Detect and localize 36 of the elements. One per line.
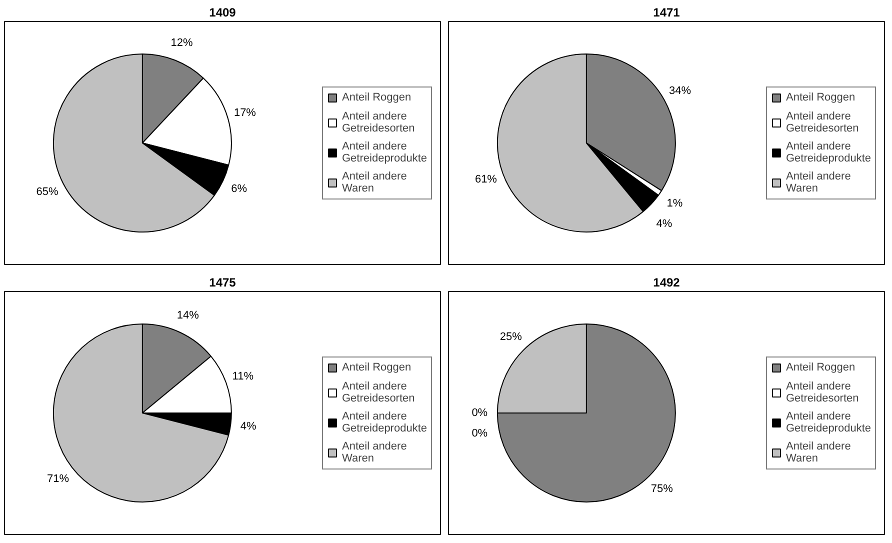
legend-label: Anteil Roggen [786,91,856,104]
legend-label: Anteil Roggen [342,91,412,104]
legend-label: Anteil andere Waren [786,440,851,464]
legend-label: Anteil andere Waren [786,170,851,194]
legend-label: Anteil andere Getreidesorten [342,110,415,134]
legend-label: Anteil andere Getreideprodukte [786,140,871,164]
legend-label: Anteil andere Getreideprodukte [342,140,427,164]
data-label: 65% [36,186,59,198]
chart-title: 1471 [653,6,680,20]
legend-label: Anteil andere Getreideprodukte [342,410,427,434]
legend-label: Anteil andere Getreidesorten [342,380,415,404]
chart-title: 1492 [653,276,680,290]
data-label: 61% [474,173,498,186]
legend-label: Anteil Roggen [786,361,856,374]
data-label: 4% [240,420,257,432]
chart-title: 1409 [209,6,236,20]
data-label: 11% [232,370,254,383]
data-label: 17% [234,107,256,120]
data-label: 14% [176,310,200,322]
text: 0% [472,407,488,419]
data-label: 75% [650,483,674,495]
legend-label: Anteil andere Getreidesorten [786,380,859,404]
data-label: 12% [170,37,193,50]
data-label: 34% [668,85,692,98]
legend-label: Anteil andere Getreideprodukte [786,410,871,434]
text: 0% [472,428,488,440]
legend-label: Anteil andere Waren [342,440,407,464]
data-label: 71% [47,472,70,485]
data-label: 6% [231,182,248,195]
data-label: 25% [500,331,522,343]
legend-label: Anteil Roggen [342,361,412,374]
data-label: 4% [656,218,672,230]
legend-label: Anteil andere Waren [342,170,407,194]
data-label: 1% [666,197,683,210]
legend-label: Anteil andere Getreidesorten [786,110,859,134]
chart-title: 1475 [209,276,236,290]
